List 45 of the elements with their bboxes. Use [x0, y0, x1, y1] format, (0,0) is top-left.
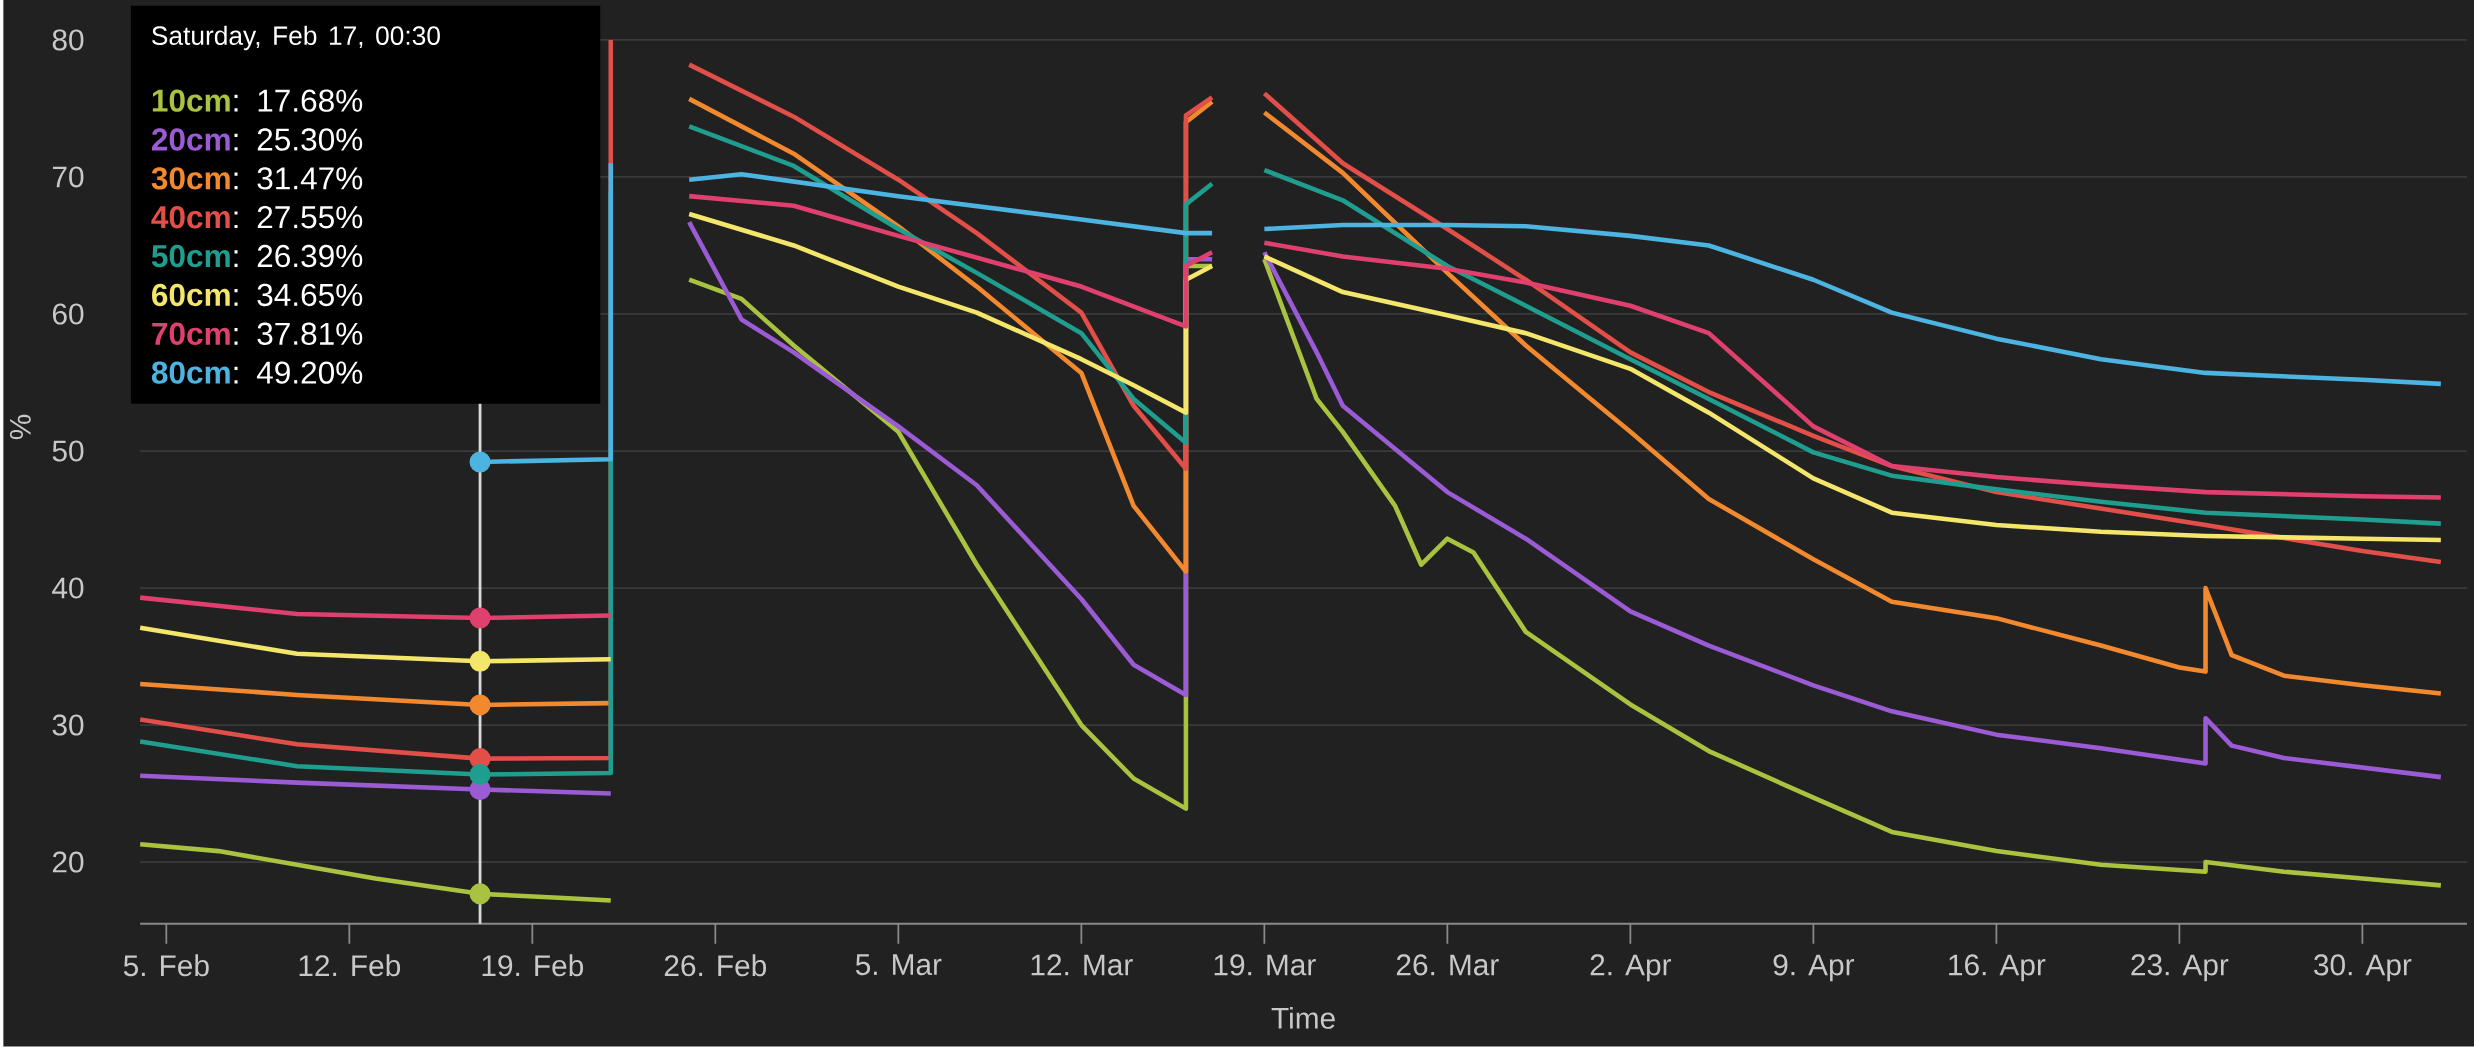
annotation: : 27.55%	[234, 206, 363, 229]
x-tick-label: 26. Feb	[664, 954, 767, 977]
y-tick-label: 50	[52, 440, 84, 462]
x-axis-title: Time	[1271, 1007, 1335, 1030]
text: 20cm	[151, 128, 230, 151]
annotation: : 49.20%	[234, 361, 363, 385]
x-tick-label: 30. Apr	[2314, 954, 2412, 982]
point	[469, 694, 491, 716]
x-tick-label: 16. Apr	[1949, 954, 2046, 982]
point	[469, 651, 491, 673]
y-tick-label: 80	[52, 29, 84, 51]
point	[469, 764, 491, 786]
point	[469, 883, 491, 905]
y-axis-title: %	[9, 414, 31, 440]
x-tick-label: 23. Apr	[2131, 954, 2229, 982]
annotation: : 25.30%	[234, 128, 363, 151]
x-tick-label: 12. Feb	[299, 954, 401, 977]
point	[469, 451, 491, 473]
x-tick-label: 26. Mar	[1396, 954, 1499, 976]
x-tick-label: 5. Mar	[855, 954, 942, 976]
point	[469, 607, 491, 629]
y-tick-label: 30	[52, 714, 84, 736]
text: 70cm	[152, 322, 230, 346]
annotation: : 31.47%	[234, 167, 363, 190]
x-tick-label: 2. Apr	[1590, 954, 1672, 982]
text: 80cm	[151, 361, 230, 385]
x-tick-label: 9. Apr	[1773, 954, 1855, 982]
x-tick-label: 19. Mar	[1214, 954, 1316, 976]
annotation: Saturday, Feb 17, 00:30	[152, 25, 440, 51]
x-tick-label: 19. Feb	[482, 954, 584, 977]
annotation: : 17.68%	[234, 89, 363, 113]
y-tick-label: 70	[52, 166, 84, 188]
text: 30cm	[151, 167, 230, 190]
y-tick-label: 20	[52, 851, 84, 873]
text: 10cm	[152, 89, 230, 113]
text: 50cm	[151, 245, 230, 268]
annotation: : 34.65%	[234, 283, 363, 307]
y-tick-label: 40	[52, 577, 84, 599]
text: 60cm	[152, 283, 230, 307]
y-tick-label: 60	[52, 303, 84, 325]
annotation: : 37.81%	[234, 322, 363, 346]
annotation: : 26.39%	[234, 245, 363, 268]
text: 40cm	[151, 206, 230, 229]
x-tick-label: 12. Mar	[1031, 954, 1133, 976]
x-tick-label: 5. Feb	[123, 954, 209, 977]
